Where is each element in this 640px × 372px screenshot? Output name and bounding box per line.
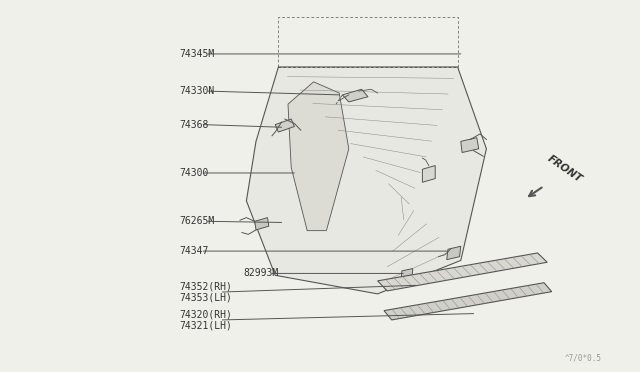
Text: 74368: 74368 — [179, 120, 209, 129]
Text: 74321(LH): 74321(LH) — [179, 321, 232, 330]
Text: 74347: 74347 — [179, 246, 209, 256]
Text: FRONT: FRONT — [546, 153, 584, 184]
Text: 82993M: 82993M — [243, 269, 278, 278]
Text: 74320(RH): 74320(RH) — [179, 310, 232, 319]
Text: 74300: 74300 — [179, 168, 209, 178]
Polygon shape — [447, 246, 461, 260]
Text: ^7/0*0.5: ^7/0*0.5 — [564, 354, 602, 363]
Polygon shape — [275, 119, 294, 132]
Polygon shape — [422, 166, 435, 182]
Text: 76265M: 76265M — [179, 217, 214, 226]
Text: 74330N: 74330N — [179, 86, 214, 96]
Polygon shape — [401, 269, 413, 278]
Polygon shape — [384, 283, 552, 320]
Polygon shape — [461, 138, 479, 153]
Polygon shape — [255, 218, 269, 230]
Text: 74352(RH): 74352(RH) — [179, 282, 232, 291]
Text: 74353(LH): 74353(LH) — [179, 293, 232, 302]
Polygon shape — [378, 253, 547, 291]
Polygon shape — [342, 89, 368, 102]
Polygon shape — [288, 82, 349, 231]
Polygon shape — [246, 67, 486, 294]
Text: 74345M: 74345M — [179, 49, 214, 59]
